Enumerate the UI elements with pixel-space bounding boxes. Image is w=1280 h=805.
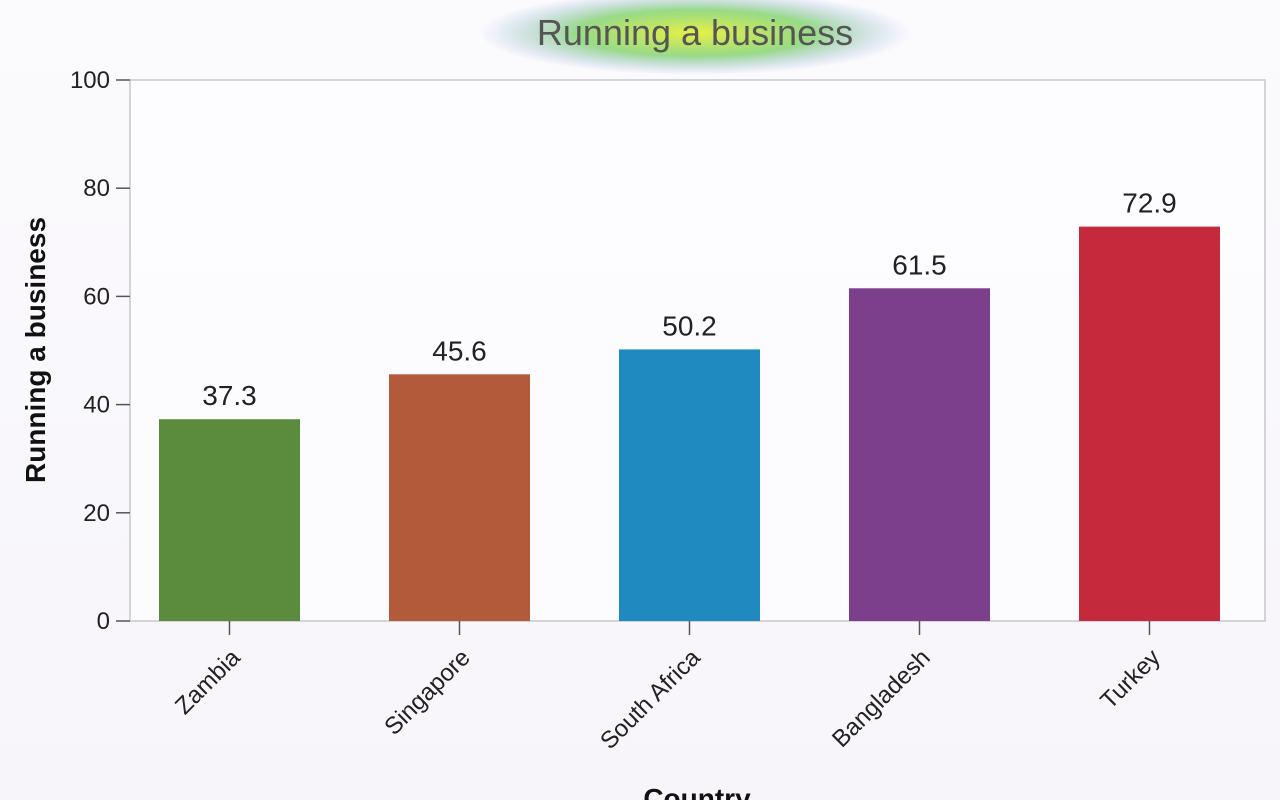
bars: 37.3 45.6 50.2 61.5 72.9 <box>159 188 1220 621</box>
bar <box>619 349 760 621</box>
y-tick-label: 20 <box>83 500 110 527</box>
x-axis: Zambia Singapore South Africa Bangladesh Tur… <box>170 621 1166 755</box>
y-tick-label: 0 <box>97 608 110 635</box>
y-tick-label: 40 <box>83 392 110 419</box>
y-tick-label: 100 <box>70 67 110 94</box>
chart-title: Running a business <box>537 12 853 53</box>
bar-value-label: 45.6 <box>432 335 487 366</box>
y-tick-label: 80 <box>83 175 110 202</box>
y-axis-title: Running a business <box>20 217 51 483</box>
bar-value-label: 50.2 <box>662 310 717 341</box>
bar <box>159 419 300 621</box>
x-tick-label: Singapore <box>379 644 475 740</box>
bar <box>849 288 990 621</box>
bar-value-label: 61.5 <box>892 249 947 280</box>
x-tick-label: Turkey <box>1095 644 1165 714</box>
x-axis-title: Country <box>643 783 751 800</box>
x-tick-label: Zambia <box>170 644 246 720</box>
bar <box>1079 226 1220 621</box>
x-tick-label: South Africa <box>595 644 706 755</box>
y-axis: 0 20 40 60 80 100 <box>70 67 130 635</box>
bar <box>389 374 530 621</box>
bar-value-label: 72.9 <box>1122 188 1177 219</box>
title-highlight <box>480 0 910 75</box>
y-tick-label: 60 <box>83 283 110 310</box>
x-tick-label: Bangladesh <box>827 644 936 753</box>
bar-value-label: 37.3 <box>202 380 257 411</box>
